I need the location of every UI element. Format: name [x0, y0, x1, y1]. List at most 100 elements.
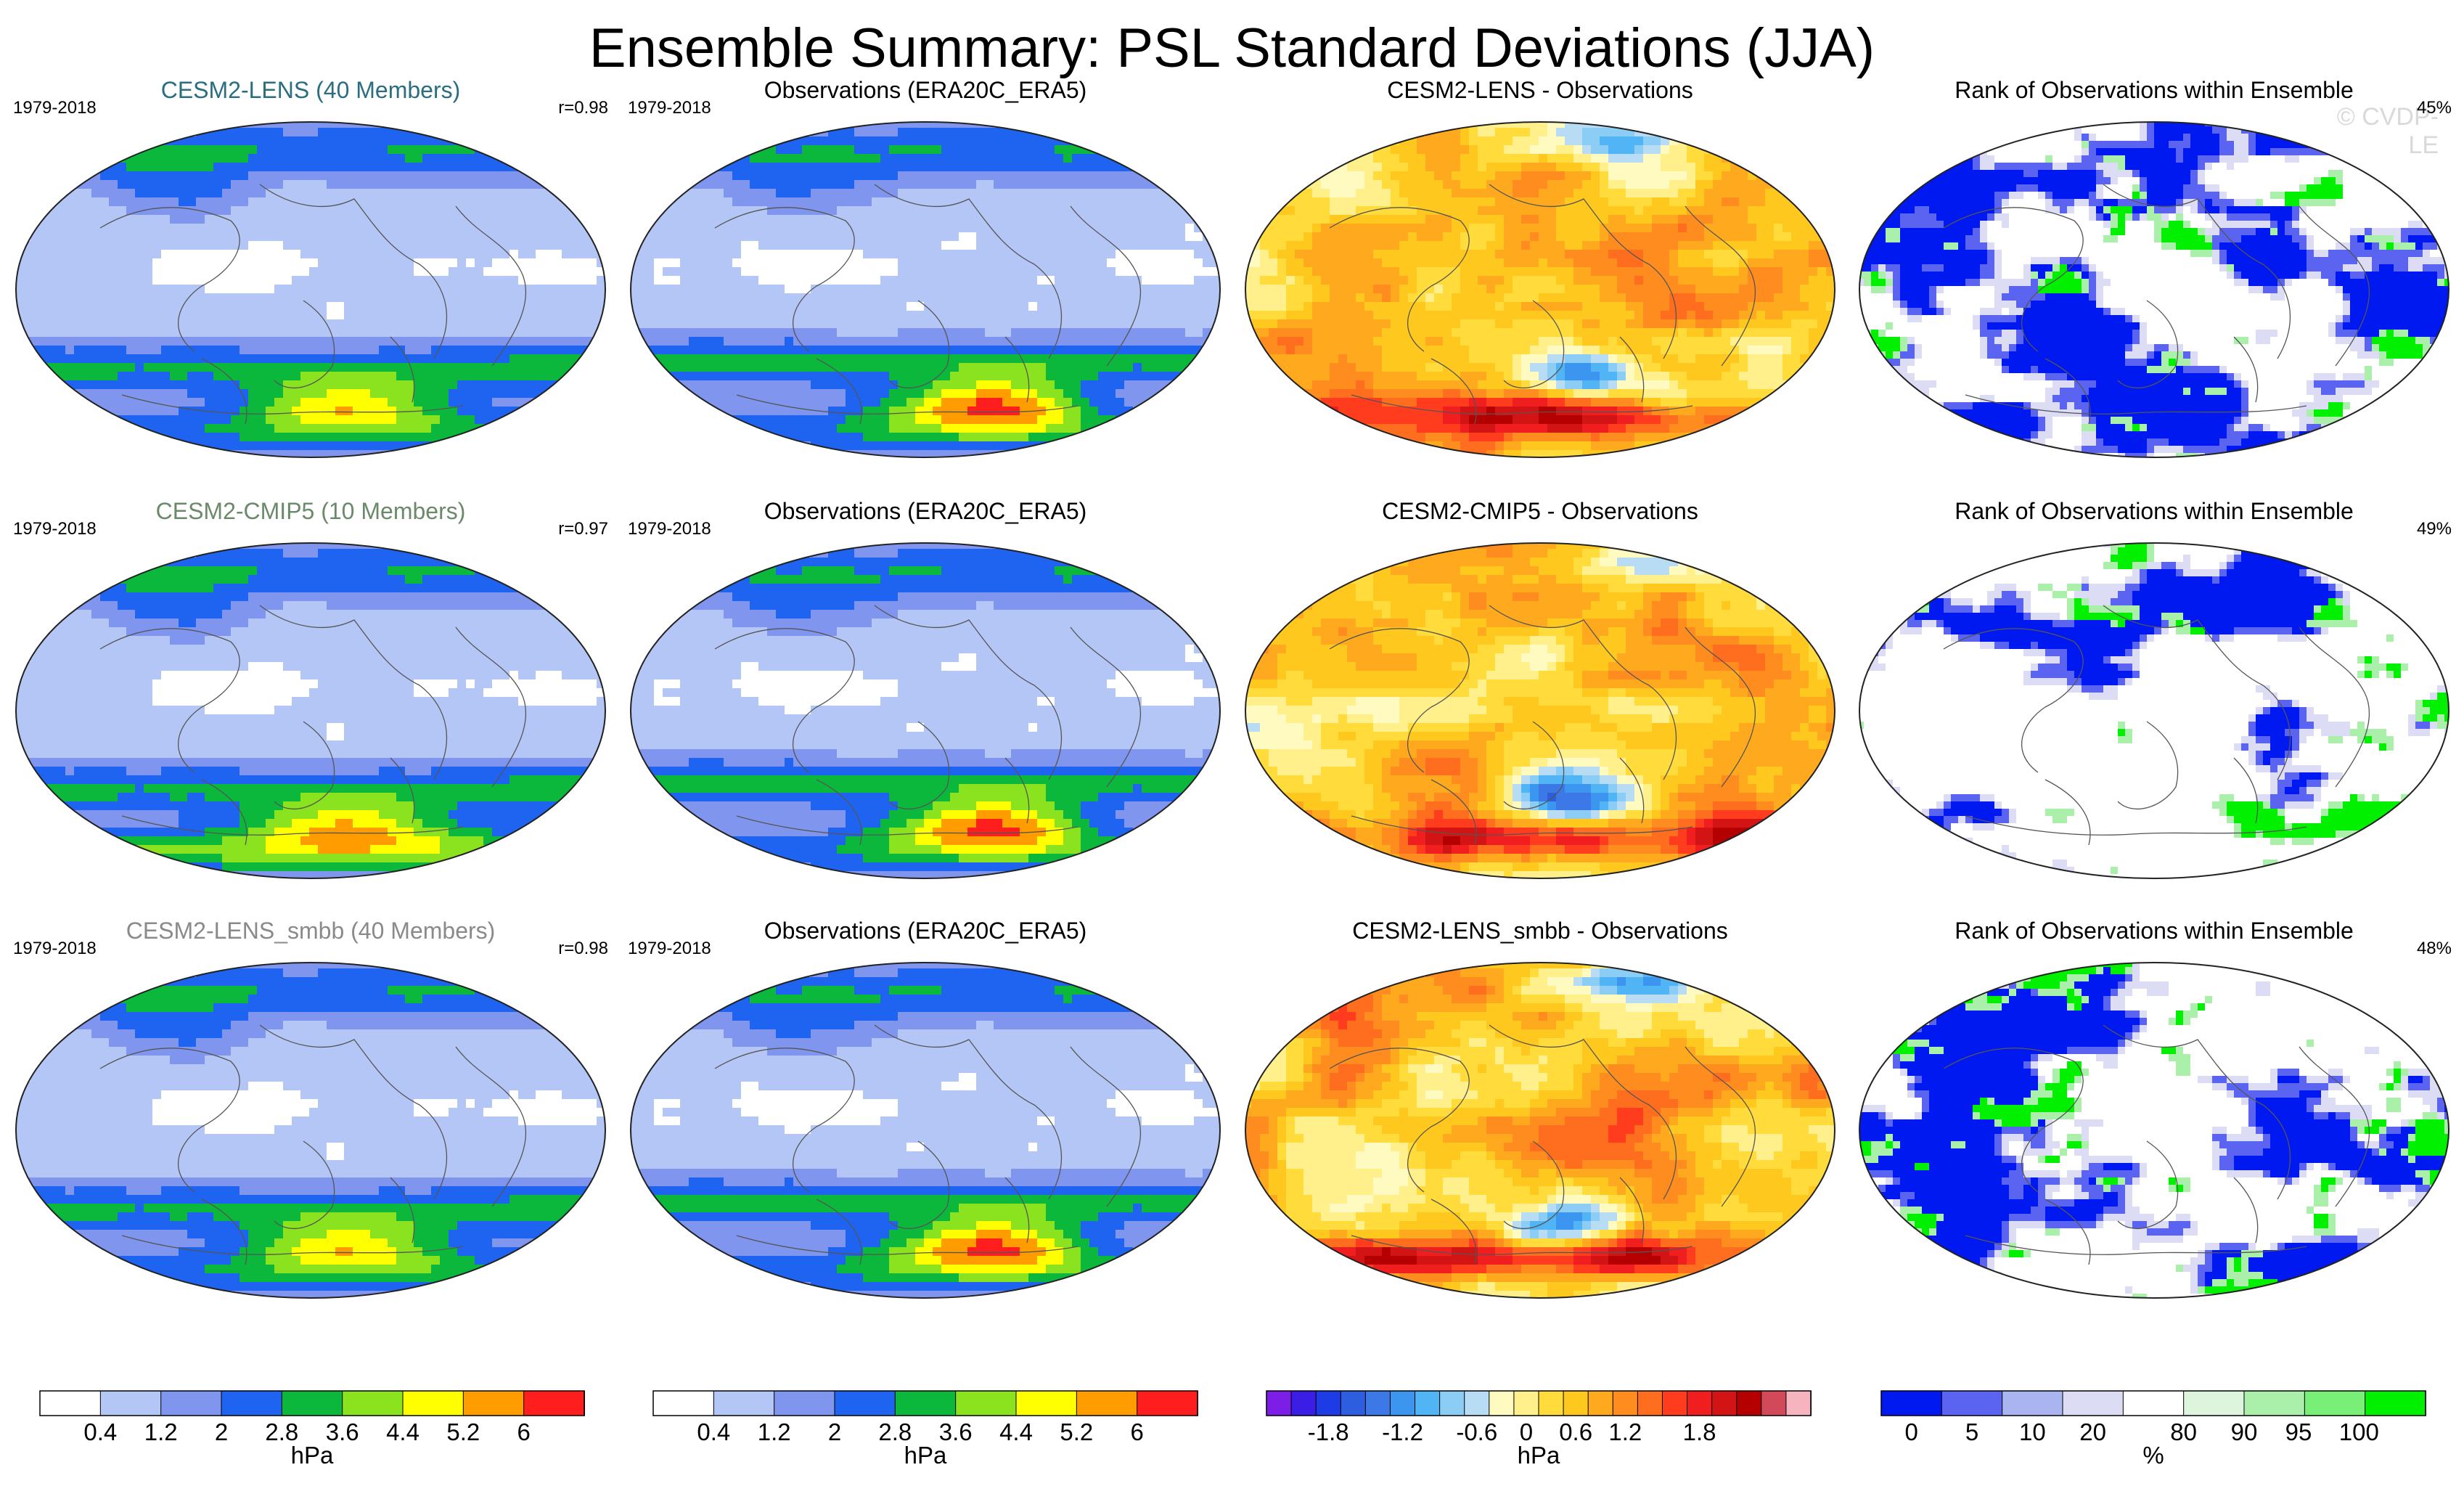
pattern-correlation: r=0.97	[507, 518, 608, 540]
colorbar-swatch	[1266, 1390, 1293, 1416]
colorbar-tick-label: 0.4	[83, 1418, 117, 1445]
page-title: Ensemble Summary: PSL Standard Deviation…	[0, 16, 2464, 81]
colorbar-swatch	[1389, 1390, 1416, 1416]
map-outline	[630, 962, 1221, 1299]
panel-title: CESM2-CMIP5 - Observations	[1250, 497, 1830, 526]
panel-title: CESM2-LENS_smbb (40 Members)	[20, 916, 601, 945]
colorbar-swatch	[2002, 1390, 2064, 1416]
std-map	[630, 962, 1221, 1299]
panel-title: Observations (ERA20C_ERA5)	[635, 75, 1216, 105]
colorbar-swatch	[1290, 1390, 1317, 1416]
colorbar-tick-label: 5	[1965, 1418, 1978, 1445]
panel-title: CESM2-LENS (40 Members)	[20, 75, 601, 105]
colorbar-unit: hPa	[1518, 1442, 1560, 1469]
colorbar-swatch	[1538, 1390, 1565, 1416]
map-field	[16, 963, 605, 1298]
colorbar-swatch	[652, 1390, 715, 1416]
coastlines	[1943, 605, 2370, 846]
coastlines	[99, 184, 527, 425]
colorbar-tick-label: 2.8	[878, 1418, 912, 1445]
colorbar-swatch	[1736, 1390, 1762, 1416]
coastlines	[1943, 184, 2370, 425]
colorbar-swatch	[1761, 1390, 1787, 1416]
map-outline	[1245, 542, 1835, 879]
map-outline	[1245, 121, 1835, 458]
colorbar-swatch	[1587, 1390, 1614, 1416]
rank-map	[1859, 121, 2449, 458]
coastlines	[714, 1024, 1142, 1265]
colorbar-tick-label: 5.2	[1060, 1418, 1093, 1445]
std-colorbar-2: 0.4 1.2 2 2.8 3.6 4.4 5.2 6 hPa	[652, 1390, 1199, 1469]
colorbar-swatch	[2183, 1390, 2245, 1416]
map-outline	[1859, 121, 2449, 458]
colorbar-tick-label: 2.8	[265, 1418, 298, 1445]
colorbar-swatch	[1785, 1390, 1812, 1416]
colorbar-swatch	[2304, 1390, 2366, 1416]
colorbar-swatch	[1612, 1390, 1639, 1416]
rank-percentage: 45%	[2350, 97, 2452, 119]
colorbar-swatch	[1137, 1390, 1199, 1416]
coastlines	[1943, 1024, 2370, 1265]
colorbar-swatch	[834, 1390, 896, 1416]
rank-percentage: 48%	[2350, 938, 2452, 960]
map-outline	[15, 962, 606, 1299]
colorbar-swatch	[462, 1390, 525, 1416]
colorbar-tick-label: -0.6	[1456, 1418, 1497, 1445]
period-label: 1979-2018	[13, 938, 97, 960]
colorbar-swatch	[342, 1390, 404, 1416]
coastlines	[99, 1024, 527, 1265]
map-outline	[630, 542, 1221, 879]
diff-map	[1245, 542, 1835, 879]
map-outline	[1245, 962, 1835, 1299]
panel-title: Observations (ERA20C_ERA5)	[635, 916, 1216, 945]
colorbar-swatch	[39, 1390, 102, 1416]
map-outline	[1859, 962, 2449, 1299]
diff-map	[1245, 962, 1835, 1299]
map-field	[1859, 122, 2449, 457]
coastlines	[1329, 1024, 1756, 1265]
colorbar-swatch	[160, 1390, 223, 1416]
panel-title: Observations (ERA20C_ERA5)	[635, 497, 1216, 526]
colorbar-tick-label: 1.2	[1608, 1418, 1642, 1445]
std-map	[630, 542, 1221, 879]
map-field	[631, 963, 1220, 1298]
colorbar-tick-label: 3.6	[326, 1418, 359, 1445]
colorbar-swatch	[2365, 1390, 2427, 1416]
panel-title: CESM2-LENS - Observations	[1250, 75, 1830, 105]
colorbar-swatch	[281, 1390, 343, 1416]
colorbar-swatch	[1563, 1390, 1589, 1416]
map-field	[16, 122, 605, 457]
colorbar-tick-label: 0	[1904, 1418, 1917, 1445]
colorbar-tick-label: 2	[828, 1418, 841, 1445]
colorbar-swatch	[99, 1390, 162, 1416]
panel-title: Rank of Observations within Ensemble	[1864, 916, 2444, 945]
colorbar-unit: hPa	[291, 1442, 334, 1469]
colorbar-tick-label: -1.2	[1382, 1418, 1423, 1445]
colorbar-swatch	[1464, 1390, 1490, 1416]
map-field	[1245, 543, 1835, 878]
panel-title: Rank of Observations within Ensemble	[1864, 75, 2444, 105]
colorbar-swatch	[1364, 1390, 1391, 1416]
colorbar-swatch	[1637, 1390, 1663, 1416]
rank-percentage: 49%	[2350, 518, 2452, 540]
colorbar-swatch	[1711, 1390, 1738, 1416]
colorbar-swatch	[1340, 1390, 1367, 1416]
panel-title: CESM2-CMIP5 (10 Members)	[20, 497, 601, 526]
map-field	[631, 543, 1220, 878]
colorbar-swatch	[1941, 1390, 2003, 1416]
rank-colorbar: 0 5 10 20 80 90 95 100%	[1880, 1390, 2427, 1469]
map-field	[1245, 963, 1835, 1298]
colorbar-tick-label: 80	[2170, 1418, 2197, 1445]
coastlines	[1329, 184, 1756, 425]
colorbar-tick-label: 95	[2285, 1418, 2312, 1445]
colorbar-tick-label: -1.8	[1308, 1418, 1349, 1445]
map-field	[1859, 543, 2449, 878]
std-map	[15, 962, 606, 1299]
panel-title: CESM2-LENS_smbb - Observations	[1250, 916, 1830, 945]
colorbar-swatch	[2243, 1390, 2306, 1416]
colorbar-swatch	[1076, 1390, 1138, 1416]
colorbar-swatch	[523, 1390, 586, 1416]
period-label: 1979-2018	[13, 97, 97, 119]
period-label: 1979-2018	[628, 518, 711, 540]
colorbar-swatch	[774, 1390, 836, 1416]
